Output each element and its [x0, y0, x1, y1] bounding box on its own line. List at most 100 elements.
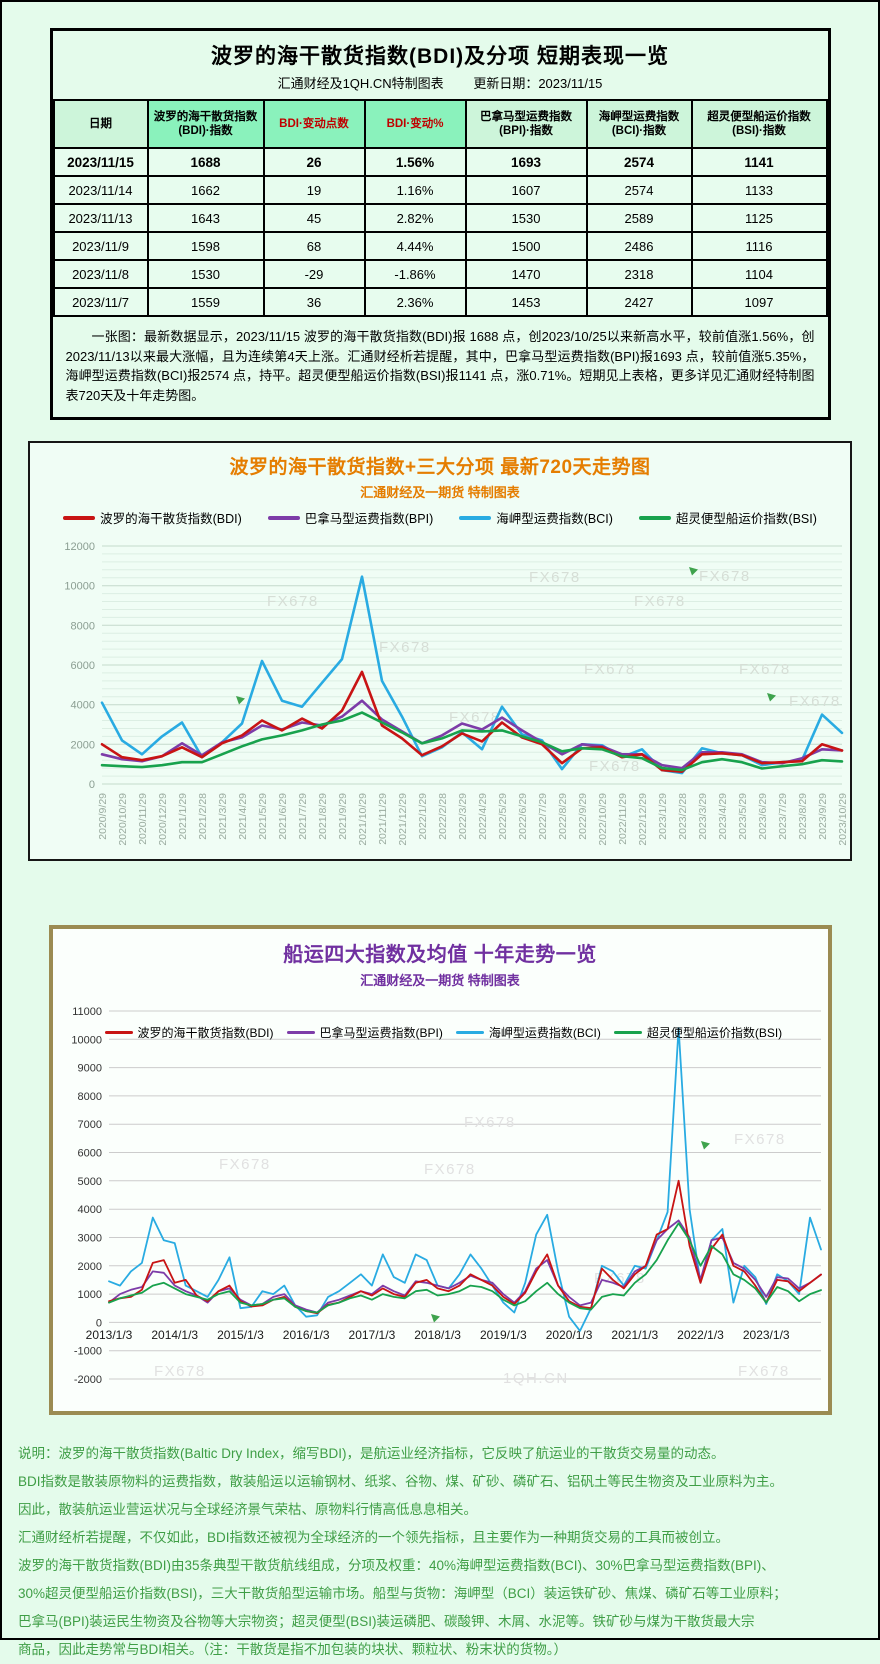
x-axis-tick-label: 2022/1/29: [417, 793, 429, 840]
legend-item: 巴拿马型运费指数(BPI): [267, 508, 433, 527]
cell-bdi-change-pct: 2.82%: [363, 203, 467, 233]
page: 波罗的海干散货指数(BDI)及分项 短期表现一览 汇通财经及1QH.CN特制图表…: [2, 28, 878, 1664]
table-row: 2023/11/14 1662 19 1.16% 1607 2574 1133: [52, 175, 828, 205]
watermark-text: FX678: [219, 1156, 271, 1173]
x-axis-tick-label: 2020/11/29: [137, 793, 149, 845]
table-row: 2023/11/15 1688 26 1.56% 1693 2574 1141: [52, 147, 828, 177]
cell-bci: 2486: [585, 231, 693, 261]
cursor-mark-icon: [430, 1314, 440, 1323]
x-axis-tick-label: 2023/2/28: [677, 793, 689, 840]
summary-update-date: 更新日期：2023/11/15: [473, 76, 603, 91]
watermark-text: FX678: [464, 1114, 516, 1131]
cell-bdi-change-pct: 2.36%: [363, 287, 467, 317]
cell-bsi: 1104: [690, 259, 828, 289]
table-row: 2023/11/9 1598 68 4.44% 1500 2486 1116: [52, 231, 828, 261]
summary-title: 波罗的海干散货指数(BDI)及分项 短期表现一览: [211, 45, 669, 68]
x-axis-tick-label: 2020/10/29: [117, 793, 129, 846]
x-axis-tick-label: 2021/5/29: [257, 793, 269, 840]
cell-date: 2023/11/9: [52, 231, 149, 261]
x-axis-tick-label: 2022/6/29: [517, 793, 529, 840]
x-axis-tick-label: 2020/9/29: [97, 793, 109, 840]
x-axis-tick-label: 2021/7/29: [297, 793, 309, 840]
y-axis-tick-label: 8000: [77, 1091, 101, 1103]
cell-bdi-change-pct: 4.44%: [363, 231, 467, 261]
x-axis-tick-label: 2021/9/29: [337, 793, 349, 840]
legend-item: 波罗的海干散货指数(BDI): [63, 508, 242, 527]
chart-720d-title: 波罗的海干散货指数+三大分项 最新720天走势图: [229, 457, 651, 478]
x-axis-tick-label: 2023/5/29: [737, 793, 749, 840]
y-axis-tick-label: 2000: [71, 739, 95, 751]
x-axis-tick-label: 2022/10/29: [597, 793, 609, 846]
chart-10y-subtitle: 汇通财经及一期货 特制图表: [360, 973, 520, 988]
cursor-mark-icon: [236, 696, 245, 705]
bdi-summary-table-section: 波罗的海干散货指数(BDI)及分项 短期表现一览 汇通财经及1QH.CN特制图表…: [49, 28, 831, 420]
watermark-text: FX678: [699, 568, 751, 585]
legend-line-sample-icon: [638, 515, 671, 520]
y-axis-tick-label: 0: [89, 779, 95, 791]
cell-bci: 2574: [585, 147, 693, 177]
x-axis-tick-label: 2022/4/29: [477, 793, 489, 840]
x-axis-tick-label: 2022/3/29: [457, 793, 469, 840]
y-axis-tick-label: 3000: [77, 1233, 101, 1245]
watermark-text: FX678: [738, 1363, 790, 1380]
x-axis-tick-label: 2023/9/29: [817, 793, 829, 840]
col-header-bpi-index: 巴拿马型运费指数(BPI)·指数: [464, 99, 588, 149]
cell-bdi-change-pct: 1.56%: [363, 147, 467, 177]
x-axis-tick-label: 2021/10/29: [357, 793, 369, 846]
x-axis-tick-label: 2021/8/29: [317, 793, 329, 840]
legend-item: 超灵便型船运价指数(BSI): [638, 508, 817, 527]
watermark-text: FX678: [734, 1131, 786, 1148]
y-axis-tick-label: 6000: [71, 660, 95, 672]
series-line-2: [107, 1027, 822, 1332]
cursor-mark-icon: [767, 693, 776, 702]
col-header-bsi-index: 超灵便型船运价指数(BSI)·指数: [690, 99, 828, 149]
legend-item: 海岬型运费指数(BCI): [459, 508, 613, 527]
chart-10y-plot-wrap: 波罗的海干散货指数(BDI) 巴拿马型运费指数(BPI) 海岬型运费指数(BCI) 超…: [53, 991, 828, 1409]
series-line-0: [107, 1179, 822, 1315]
watermark-text: FX678: [634, 593, 686, 610]
cell-bci: 2427: [585, 287, 693, 317]
description-line: 30%超灵便型船运价指数(BSI)，三大干散货船型运输市场。船型与货物：海岬型（…: [18, 1586, 787, 1601]
chart-720d-section: 波罗的海干散货指数+三大分项 最新720天走势图 汇通财经及一期货 特制图表 波…: [28, 441, 852, 861]
x-axis-tick-label: 2022/8/29: [557, 793, 569, 840]
chart-10y-plot: -2000 -1000 0 1000 2000 3000 4000 5000 6000 7000 8…: [71, 1006, 822, 1387]
x-axis-tick-label: 2023/8/29: [797, 793, 809, 840]
legend-line-sample-icon: [613, 1030, 642, 1035]
description-line: 商品，因此走势常与BDI相关。（注：干散货是指不加包装的块状、颗粒状、粉末状的货…: [18, 1642, 568, 1657]
y-axis-tick-label: 0: [95, 1317, 101, 1329]
cursor-mark-icon: [700, 1141, 710, 1150]
cell-bpi: 1693: [464, 147, 588, 177]
legend-item: 巴拿马型运费指数(BPI): [286, 1024, 443, 1041]
y-axis-tick-label: 5000: [77, 1176, 101, 1188]
legend-item: 波罗的海干散货指数(BDI): [104, 1024, 274, 1041]
col-header-bdi-change-points: BDI·变动点数: [262, 99, 366, 149]
series-line-1: [107, 1219, 822, 1314]
cursor-mark-icon: [689, 567, 698, 576]
watermark-text: FX678: [379, 639, 431, 656]
description-line: 汇通财经析若提醒，不仅如此，BDI指数还被视为全球经济的一个领先指标，且主要作为…: [18, 1530, 730, 1545]
cell-bdi-change: -29: [262, 259, 366, 289]
x-axis-tick-label: 2013/1/3: [85, 1328, 132, 1342]
y-axis-tick-label: 4000: [77, 1204, 101, 1216]
chart-10y-legend: 波罗的海干散货指数(BDI) 巴拿马型运费指数(BPI) 海岬型运费指数(BCI) 超…: [104, 1024, 782, 1041]
x-axis-tick-label: 2014/1/3: [151, 1328, 198, 1342]
cell-date: 2023/11/7: [52, 287, 149, 317]
cell-bci: 2589: [585, 203, 693, 233]
watermark-text: FX678: [529, 569, 581, 586]
y-axis-tick-label: 11000: [72, 1006, 102, 1018]
x-axis-tick-label: 2022/9/29: [577, 793, 589, 840]
cell-bpi: 1530: [464, 203, 588, 233]
table-row: 2023/11/13 1643 45 2.82% 1530 2589 1125: [52, 203, 828, 233]
col-header-bdi-index: 波罗的海干散货指数(BDI)·指数: [146, 99, 265, 149]
cell-date: 2023/11/8: [52, 259, 149, 289]
x-axis-tick-label: 2021/3/29: [217, 793, 229, 840]
col-header-bdi-change-pct: BDI·变动%: [363, 99, 467, 149]
watermark-text: FX678: [589, 758, 641, 775]
x-axis-tick-label: 2022/12/29: [637, 793, 649, 846]
cell-bsi: 1133: [690, 175, 828, 205]
x-axis-tick-label: 2020/1/3: [545, 1328, 592, 1342]
watermark-text: FX678: [424, 1161, 476, 1178]
legend-label: 超灵便型船运价指数(BSI): [675, 512, 817, 526]
y-axis-tick-label: -1000: [73, 1346, 101, 1358]
cell-bdi: 1688: [146, 147, 265, 177]
